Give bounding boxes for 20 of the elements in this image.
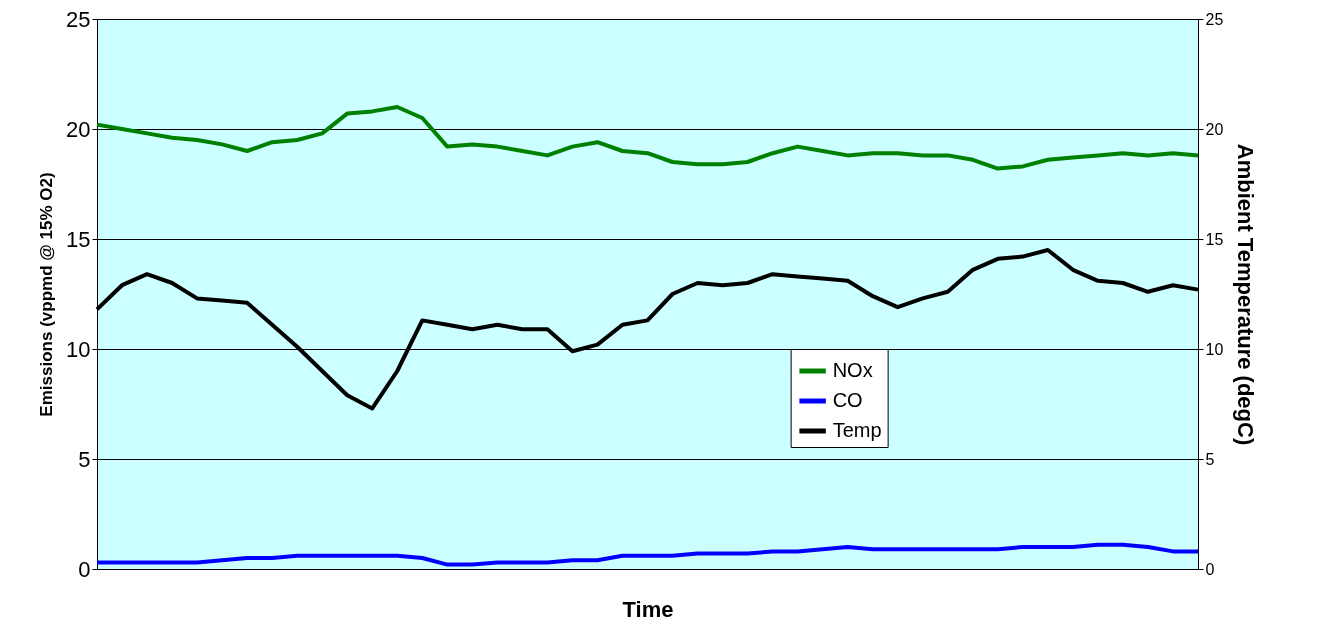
- y2-tick-label: 5: [1205, 450, 1215, 468]
- legend-label: Temp: [832, 419, 882, 441]
- line-series: [95, 542, 1200, 567]
- y2-axis-title: Ambient Temperature (degC): [1233, 143, 1259, 446]
- line-series: [95, 105, 1200, 171]
- y2-tick-label: 20: [1205, 120, 1224, 138]
- legend-label: CO: [832, 389, 863, 411]
- y-axis-title: Emissions (vppmd @ 15% O2): [37, 172, 57, 417]
- y-tick-label: 0: [78, 556, 91, 582]
- y2-tick-label: 25: [1205, 10, 1224, 28]
- y-tick-label: 25: [66, 6, 91, 32]
- y2-tick-label: 15: [1205, 230, 1224, 248]
- y2-tick-label: 10: [1205, 340, 1224, 358]
- y-tick-label: 10: [66, 336, 91, 362]
- y2-tick-label: 0: [1205, 560, 1215, 578]
- y-tick-label: 15: [66, 226, 91, 252]
- y-tick-label: 5: [78, 446, 91, 472]
- x-axis-title: Time: [622, 596, 674, 622]
- legend-label: NOx: [832, 359, 873, 381]
- y-tick-label: 20: [66, 116, 91, 142]
